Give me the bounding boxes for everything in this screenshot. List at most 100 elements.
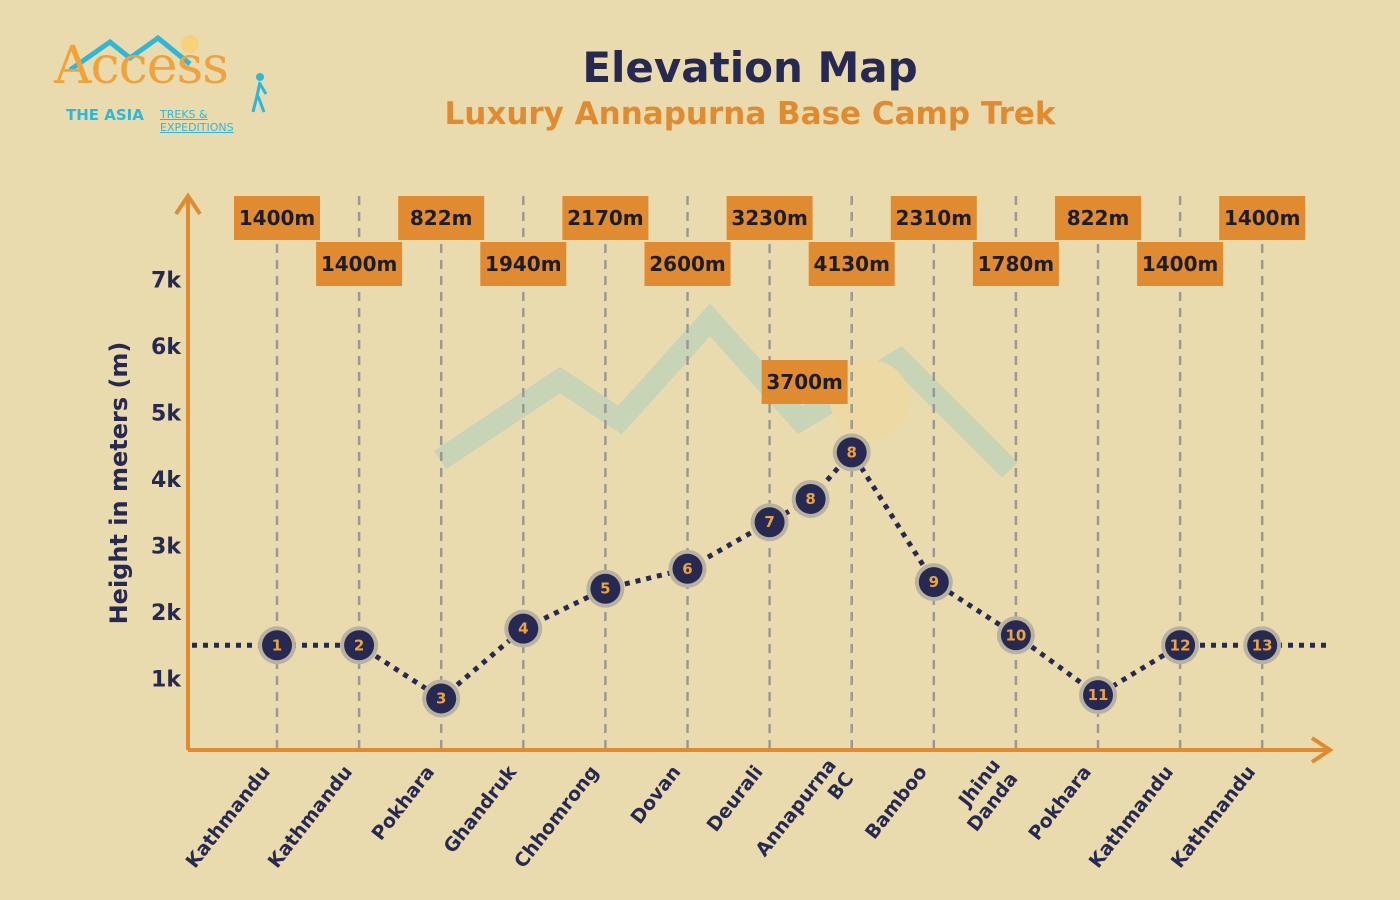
elevation-label-box <box>398 196 485 240</box>
x-tick-label: Bamboo <box>861 762 932 844</box>
brand-logo: Access THE ASIA TREKS & EXPEDITIONS <box>50 30 280 134</box>
brand-tagline: THE ASIA <box>66 106 144 124</box>
elevation-label: 3230m <box>731 206 808 230</box>
elevation-label: 1940m <box>485 252 562 276</box>
elevation-label-box <box>972 242 1059 286</box>
data-point-dot <box>1083 680 1113 711</box>
axes <box>174 192 1334 764</box>
x-tick-label: Kathmandu <box>264 762 357 873</box>
x-axis-arrow-icon <box>1310 736 1334 764</box>
elevation-label: 2600m <box>649 252 726 276</box>
data-point-label: 8 <box>846 443 856 461</box>
y-tick-labels: 1k 2k 3k 4k 5k 6k 7k <box>151 269 182 693</box>
data-point-dot <box>836 437 867 468</box>
data-point-dot <box>426 683 457 714</box>
x-tick-text: Ghandruk <box>439 761 521 857</box>
data-point-dot <box>508 613 539 644</box>
elevation-label-box <box>1219 196 1306 240</box>
data-point-label: 6 <box>682 560 692 578</box>
data-point-dot <box>262 630 292 661</box>
x-tick-text: Kathmandu <box>182 762 275 873</box>
elevation-label-box <box>234 196 320 240</box>
data-point: 1 <box>258 626 296 665</box>
x-tick-label: Deurali <box>703 762 768 837</box>
elevation-label: 1400m <box>239 206 316 230</box>
x-tick-label: Pokhara <box>368 762 440 845</box>
elevation-label: 1400m <box>321 252 398 276</box>
y-tick-label: 1k <box>151 668 182 693</box>
data-point: 6 <box>668 549 707 588</box>
x-tick-text: Kathmandu <box>264 762 357 873</box>
hiker-icon <box>251 73 268 113</box>
elevation-label: 1780m <box>978 252 1055 276</box>
mountain-logo-icon <box>68 34 199 73</box>
data-point: 5 <box>586 569 625 608</box>
data-point-dot <box>1247 630 1278 661</box>
x-tick-label: Pokhara <box>1024 762 1096 845</box>
x-tick-text: Dovan <box>627 762 686 829</box>
x-tick-text: JhinuDanda <box>946 755 1023 836</box>
data-point: 9 <box>914 563 953 602</box>
y-tick-label: 6k <box>151 335 182 360</box>
elevation-label-box <box>1055 196 1141 240</box>
data-point-label: 7 <box>764 513 774 531</box>
watermark <box>433 303 1018 478</box>
elevation-label: 822m <box>410 206 473 230</box>
chart-subtitle: Luxury Annapurna Base Camp Trek <box>444 96 1056 132</box>
data-point: 13 <box>1243 626 1282 665</box>
x-tick-line: Annapurna <box>751 755 841 861</box>
data-point: 3 <box>422 679 461 718</box>
data-point: 2 <box>340 626 379 665</box>
x-tick-text: Pokhara <box>368 762 440 845</box>
y-tick-label: 7k <box>151 269 182 294</box>
x-tick-text: Kathmandu <box>1085 762 1178 873</box>
data-point-label: 12 <box>1170 636 1191 654</box>
elevation-label: 4130m <box>813 252 890 276</box>
y-tick-label: 5k <box>151 402 182 427</box>
elevation-label: 2310m <box>896 206 973 230</box>
data-point-label: 4 <box>518 620 528 638</box>
data-point-label: 3 <box>436 689 446 707</box>
data-point-label: 1 <box>272 636 282 654</box>
x-tick-text: Kathmandu <box>1167 762 1260 873</box>
x-tick-label: Kathmandu <box>182 762 275 873</box>
elevation-label-box <box>480 242 567 286</box>
chart-titles: Elevation Map Luxury Annapurna Base Camp… <box>0 42 1400 134</box>
y-tick-label: 2k <box>151 601 182 626</box>
y-tick-label: 4k <box>151 468 182 493</box>
grid-lines <box>275 196 1264 748</box>
y-tick-label: 3k <box>151 535 182 560</box>
elevation-label-box <box>644 242 731 286</box>
elevation-label: 1400m <box>1142 252 1219 276</box>
x-tick-label: Dovan <box>627 762 686 829</box>
x-tick-label: Ghandruk <box>439 761 521 857</box>
elevation-label: 1400m <box>1224 206 1301 230</box>
data-point: 10 <box>996 616 1035 655</box>
data-point: 8 <box>791 479 830 518</box>
x-tick-text: Bamboo <box>861 762 932 844</box>
elevation-label-box <box>808 242 895 286</box>
data-point: 4 <box>504 609 543 648</box>
x-tick-label: JhinuDanda <box>946 755 1023 836</box>
elevation-label: 822m <box>1067 206 1130 230</box>
y-axis-arrow-icon <box>174 192 202 216</box>
data-point-dot <box>918 567 949 598</box>
data-point-dot <box>795 483 826 514</box>
x-tick-text: AnnapurnaBC <box>751 755 858 875</box>
x-tick-label: AnnapurnaBC <box>751 755 858 875</box>
data-point-dot <box>672 553 703 584</box>
elevation-label-box <box>562 196 649 240</box>
brand-tagline-sub: TREKS & EXPEDITIONS <box>160 108 234 134</box>
data-point-dot <box>754 507 785 538</box>
data-point-label: 10 <box>1005 626 1026 644</box>
peak-annotation: 3700m <box>766 370 843 394</box>
x-tick-text: Chhomrong <box>510 762 603 873</box>
data-point: 7 <box>750 503 789 542</box>
y-axis-title: Height in meters (m) <box>105 342 133 625</box>
elevation-label: 2170m <box>567 206 644 230</box>
x-tick-label: Kathmandu <box>1167 762 1260 873</box>
data-point-label: 9 <box>929 573 939 591</box>
